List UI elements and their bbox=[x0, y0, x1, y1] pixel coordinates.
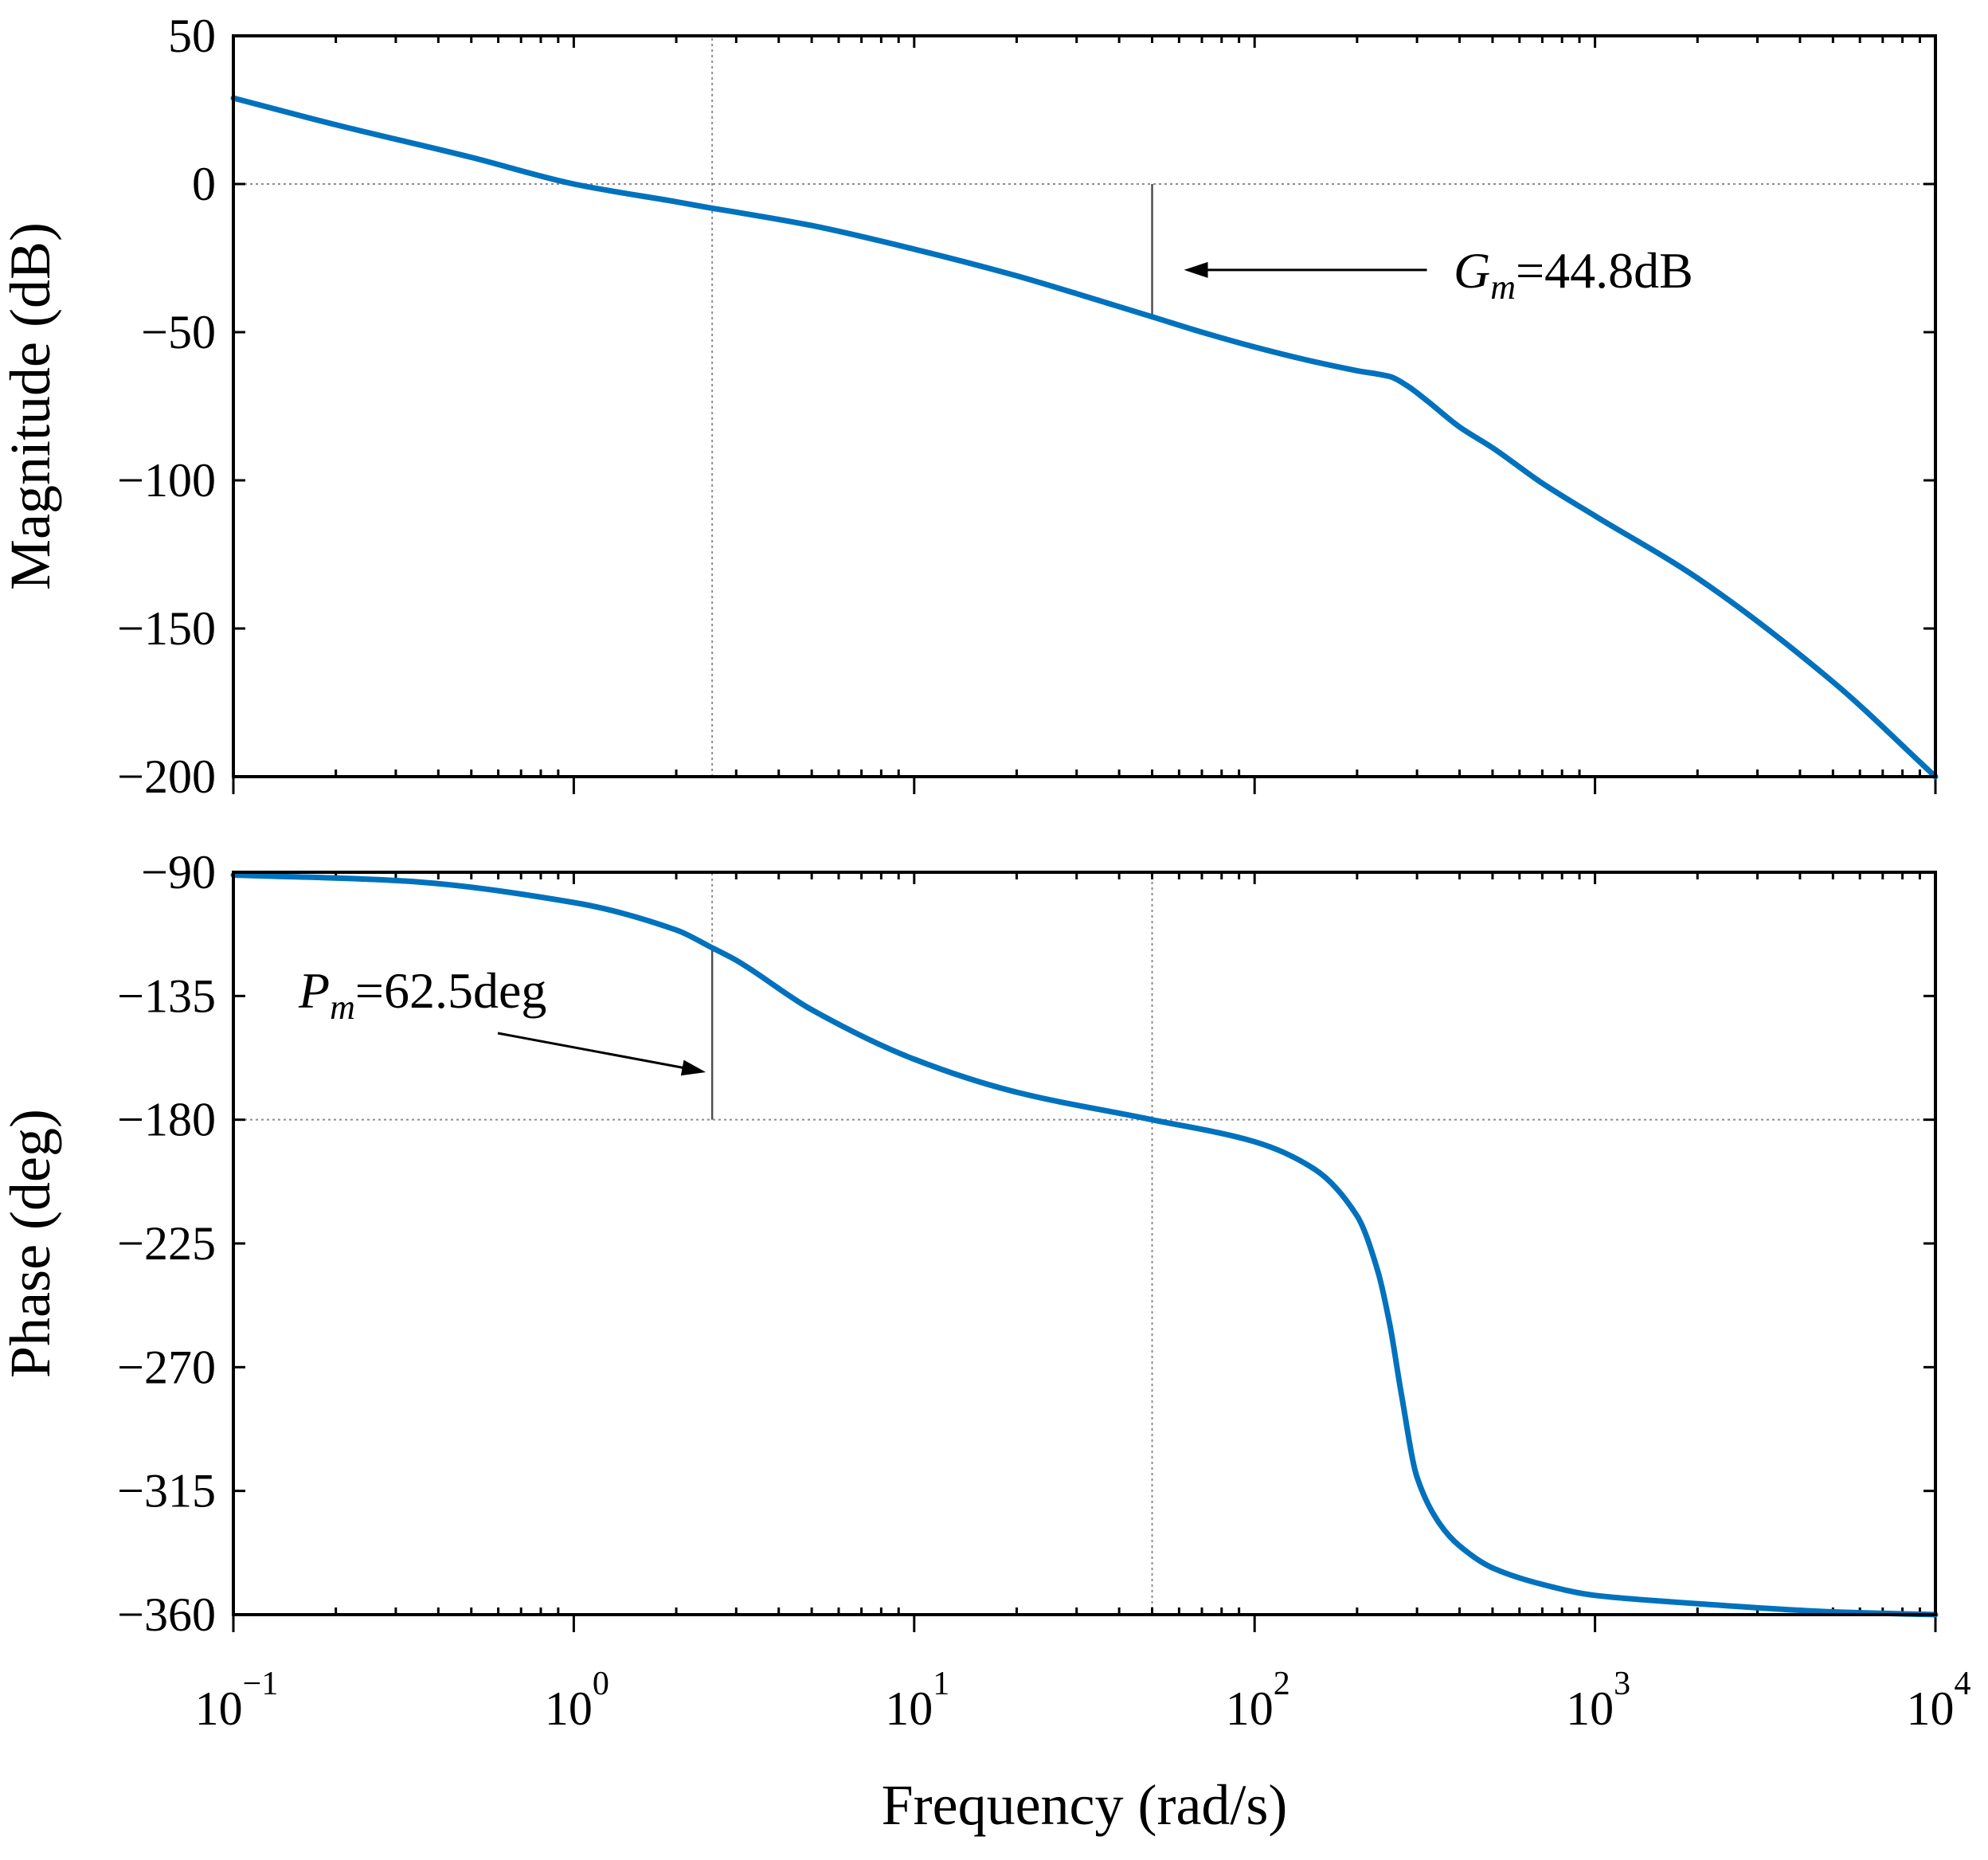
x-tick-label-exponent: 4 bbox=[1955, 1666, 1971, 1702]
gain-margin-value: =44.8dB bbox=[1516, 242, 1693, 299]
x-axis-label: Frequency (rad/s) bbox=[882, 1773, 1288, 1837]
x-tick-label-exponent: −1 bbox=[243, 1666, 279, 1702]
x-tick-label: 102 bbox=[1226, 1666, 1290, 1735]
phase-margin-label: Pm=62.5deg bbox=[298, 962, 546, 1027]
x-tick-label-base: 10 bbox=[885, 1682, 933, 1735]
magnitude-reference-lines bbox=[233, 36, 1935, 777]
phase-y-tick-label: −315 bbox=[117, 1465, 216, 1517]
phase-y-tick-label: −135 bbox=[117, 969, 216, 1022]
x-tick-label-exponent: 2 bbox=[1274, 1666, 1290, 1702]
gain-margin-arrow-head bbox=[1184, 261, 1208, 278]
magnitude-curve bbox=[230, 95, 1939, 780]
x-tick-label: 103 bbox=[1566, 1666, 1630, 1735]
phase-y-tick-label: −90 bbox=[141, 846, 216, 899]
phase-y-tick-label: −270 bbox=[117, 1341, 216, 1393]
magnitude-y-tick-label: −150 bbox=[117, 602, 216, 655]
magnitude-y-tick-label: −50 bbox=[141, 306, 216, 358]
x-tick-label-exponent: 0 bbox=[593, 1666, 609, 1702]
magnitude-y-tick-label: −200 bbox=[117, 750, 216, 803]
x-tick-label: 101 bbox=[885, 1666, 949, 1735]
x-tick-label: 100 bbox=[545, 1666, 609, 1735]
phase-y-tick-label: −180 bbox=[117, 1094, 216, 1146]
phase-margin-subscript: m bbox=[330, 988, 355, 1027]
phase-margin-annotation: Pm=62.5deg bbox=[298, 962, 706, 1076]
x-tick-label-base: 10 bbox=[545, 1682, 593, 1735]
x-tick-label-base: 10 bbox=[195, 1682, 243, 1735]
gain-margin-annotation: Gm=44.8dB bbox=[1184, 242, 1693, 307]
phase-y-axis-label: Phase (deg) bbox=[0, 1109, 62, 1378]
phase-y-tick-label: −360 bbox=[117, 1588, 216, 1641]
phase-y-tick-label: −225 bbox=[117, 1217, 216, 1270]
x-tick-label-exponent: 1 bbox=[933, 1666, 949, 1702]
phase-y-tick-labels: −90 −135 −180 −225 −270 −315 −360 bbox=[117, 846, 216, 1641]
magnitude-axes-frame bbox=[232, 34, 1937, 778]
magnitude-y-tick-label: 0 bbox=[192, 158, 216, 210]
phase-axes-frame bbox=[232, 871, 1937, 1616]
x-tick-label-exponent: 3 bbox=[1614, 1666, 1630, 1702]
gain-margin-symbol: G bbox=[1454, 242, 1490, 299]
phase-panel: −90−135−180−225−270−315−360 Phase (deg) … bbox=[0, 846, 1939, 1641]
magnitude-y-tick-label: 50 bbox=[168, 10, 216, 62]
gain-margin-label: Gm=44.8dB bbox=[1454, 242, 1693, 307]
phase-margin-symbol: P bbox=[298, 962, 330, 1019]
magnitude-y-tick-labels: 50 0 −50 −100 −150 −200 bbox=[117, 10, 216, 803]
magnitude-panel: 50 0 −50 −100 −150 −200 Magnitude (dB) Gm=44.… bbox=[0, 10, 1939, 803]
x-tick-labels: 10−1 100 101 102 103 104 bbox=[195, 1666, 1971, 1735]
magnitude-y-axis-label: Magnitude (dB) bbox=[0, 222, 62, 590]
gain-margin-subscript: m bbox=[1490, 268, 1516, 307]
x-tick-label-base: 10 bbox=[1907, 1682, 1955, 1735]
phase-margin-value: =62.5deg bbox=[355, 962, 547, 1019]
x-tick-label-base: 10 bbox=[1566, 1682, 1614, 1735]
phase-curve bbox=[230, 872, 1939, 1618]
x-tick-label: 10−1 bbox=[195, 1666, 279, 1735]
phase-reference-lines bbox=[233, 872, 1935, 1615]
x-tick-label: 104 bbox=[1907, 1666, 1971, 1735]
x-tick-label-base: 10 bbox=[1226, 1682, 1274, 1735]
magnitude-y-tick-label: −100 bbox=[117, 454, 216, 507]
phase-margin-arrow-line bbox=[497, 1032, 691, 1071]
phase-margin-arrow-head bbox=[680, 1059, 706, 1076]
